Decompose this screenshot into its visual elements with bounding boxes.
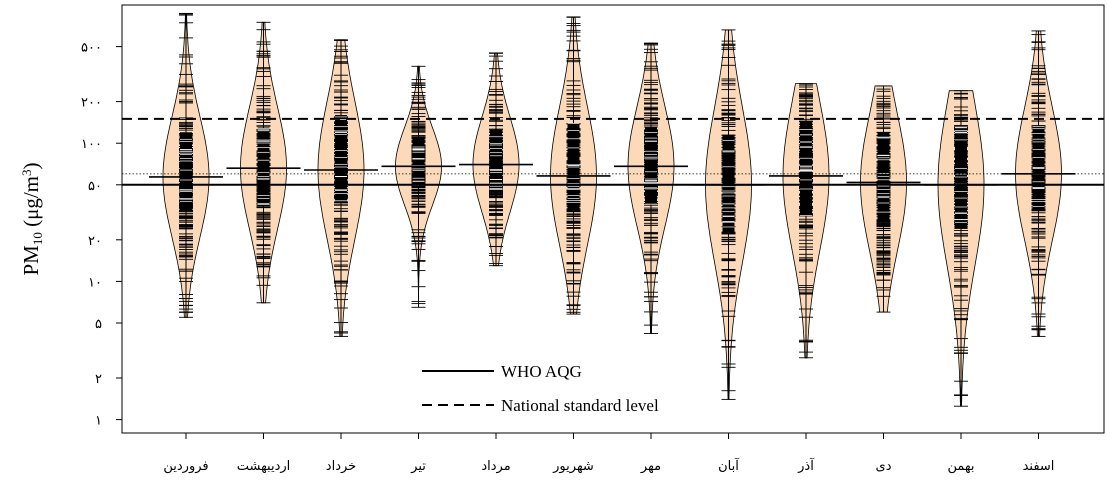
x-category-label: مهر (640, 459, 661, 474)
bean-4-core (412, 137, 425, 188)
bean-7 (614, 42, 688, 334)
bean-2 (226, 21, 301, 304)
bean-12 (1001, 30, 1076, 337)
x-category-label: آبان (718, 457, 740, 474)
y-tick-label: ۲۰۰ (81, 96, 102, 111)
x-category-label: فروردین (163, 459, 208, 474)
y-tick-label: ۵ (95, 317, 102, 332)
x-category-label: تیر (410, 459, 426, 474)
x-category-label: آذر (797, 457, 815, 474)
y-tick-label: ۲۰ (88, 234, 102, 249)
y-tick-label: ۵۰۰ (81, 41, 102, 56)
x-category-label: اسفند (1023, 459, 1055, 474)
bean-3 (304, 39, 378, 337)
bean-1-core (180, 132, 192, 210)
x-category-label: شهریور (552, 459, 594, 474)
bean-3-core (335, 114, 347, 203)
beans-layer (149, 12, 1076, 407)
legend: WHO AQG National standard level (410, 356, 710, 416)
bean-2-core (257, 127, 270, 207)
y-tick-label: ۱۰۰ (81, 137, 102, 152)
y-tick-label: ۱ (95, 414, 102, 429)
bean-6 (536, 16, 611, 315)
axes-layer: ۱ ۲ ۵ ۱۰ ۲۰ ۵۰ ۱۰۰ ۲۰۰ ۵۰۰ فروردین اردیبهشت خرداد تی… (19, 4, 1105, 474)
y-tick-label: ۱۰ (88, 275, 102, 290)
bean-5-core (490, 129, 502, 192)
plot-frame (121, 4, 1105, 434)
legend-label-who: WHO AQG (501, 362, 582, 381)
bean-1 (149, 12, 223, 318)
bean-9 (769, 83, 843, 359)
x-category-label: بهمن (947, 459, 974, 474)
bean-8 (691, 29, 766, 400)
bean-10-core (877, 132, 890, 220)
bean-4 (381, 65, 456, 308)
bean-9-core (800, 120, 812, 216)
x-category-label: مرداد (481, 459, 510, 474)
bean-10 (846, 85, 921, 313)
legend-label-national: National standard level (501, 396, 659, 415)
x-category-label: اردیبهشت (237, 459, 291, 474)
x-category-label: خرداد (326, 459, 356, 474)
reference-lines-layer (122, 117, 1104, 186)
bean-5 (459, 52, 533, 267)
x-category-label: دی (876, 459, 892, 474)
y-tick-label: ۲ (95, 372, 102, 387)
bean-11 (924, 90, 998, 407)
y-axis-label: PM10 (μg/m3) (19, 162, 45, 275)
y-tick-label: ۵۰ (88, 179, 102, 194)
